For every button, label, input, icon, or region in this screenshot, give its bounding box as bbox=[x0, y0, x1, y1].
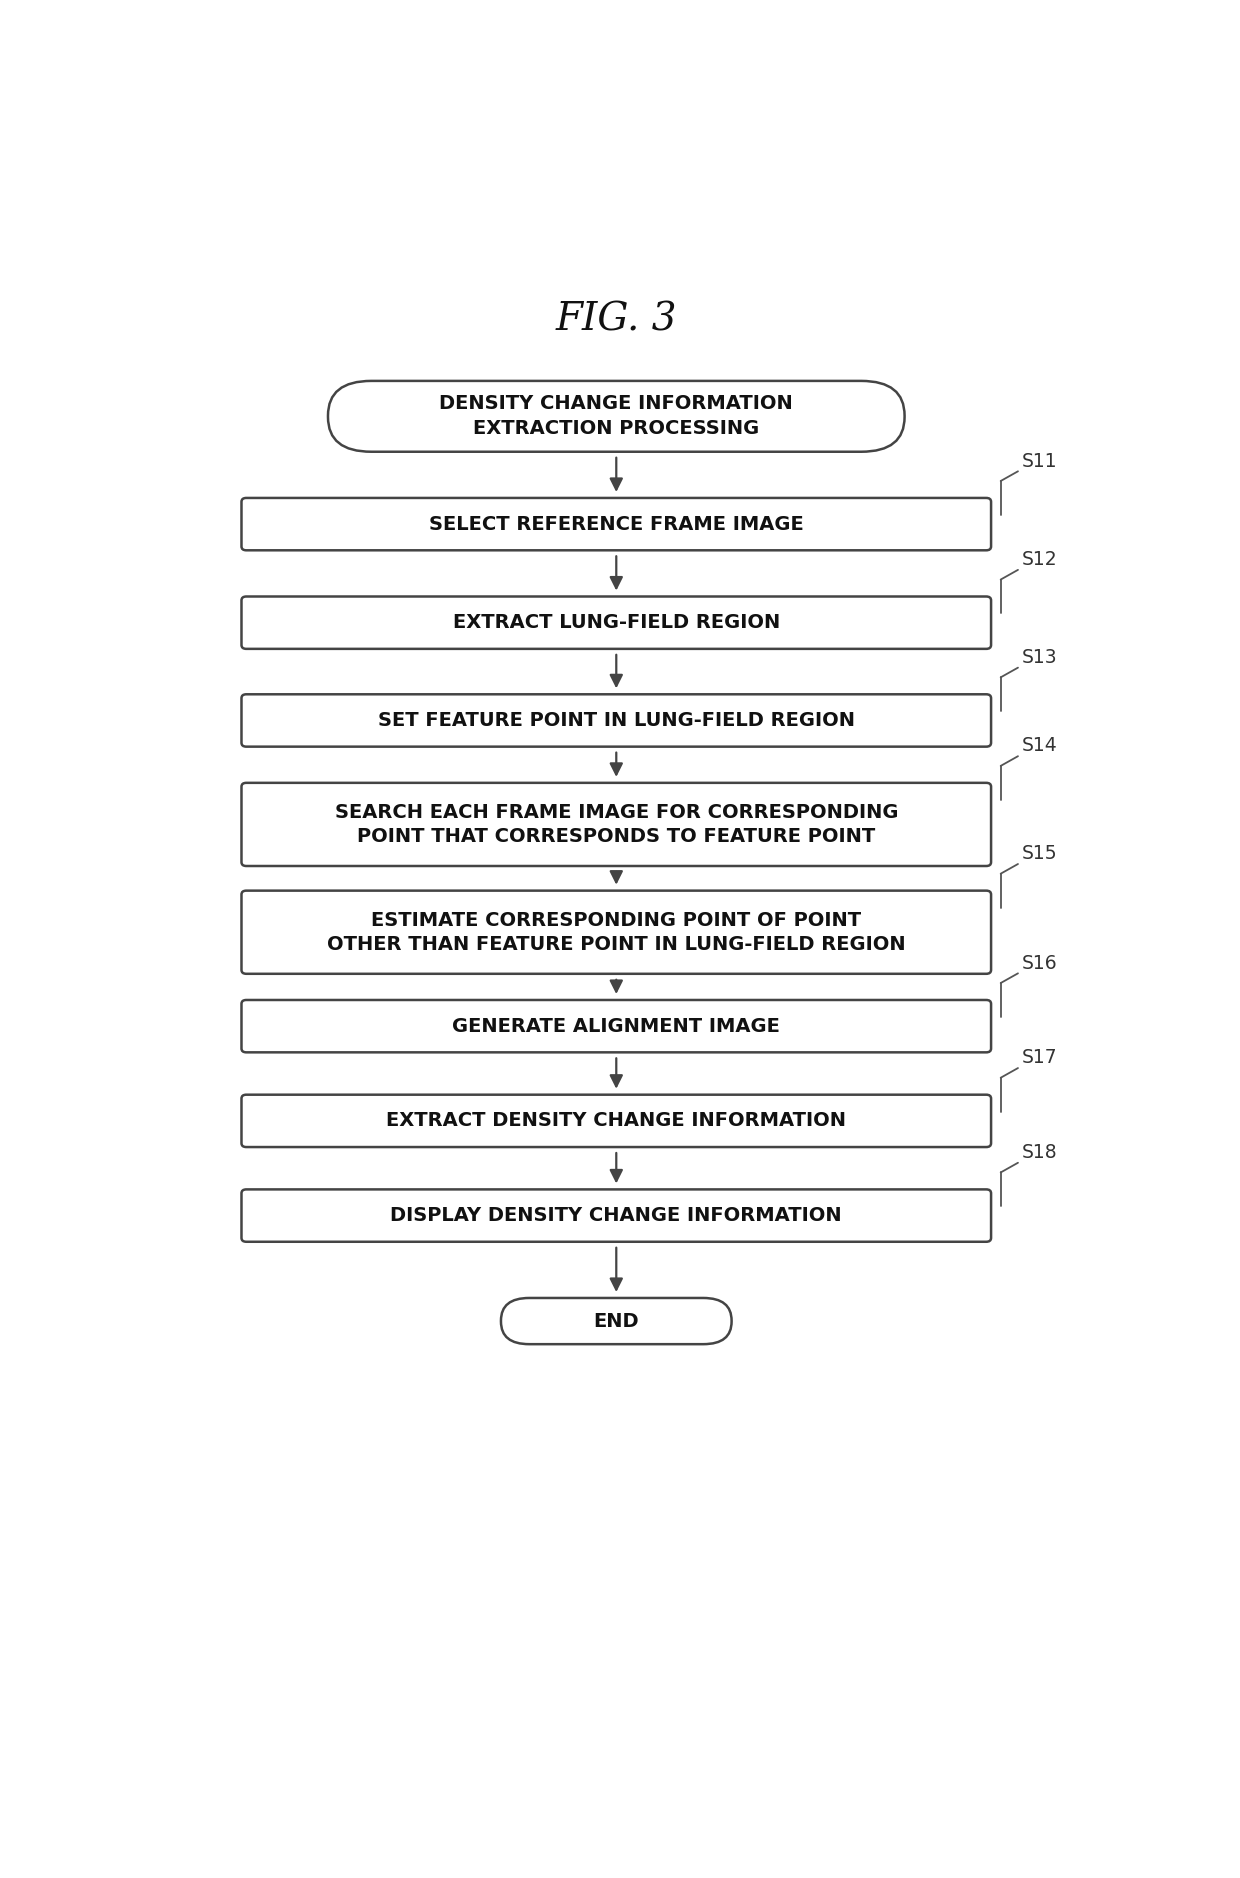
FancyBboxPatch shape bbox=[242, 498, 991, 550]
FancyBboxPatch shape bbox=[242, 597, 991, 650]
Text: EXTRACT DENSITY CHANGE INFORMATION: EXTRACT DENSITY CHANGE INFORMATION bbox=[387, 1112, 846, 1131]
Text: S13: S13 bbox=[1022, 648, 1058, 667]
Text: SELECT REFERENCE FRAME IMAGE: SELECT REFERENCE FRAME IMAGE bbox=[429, 515, 804, 533]
FancyBboxPatch shape bbox=[242, 1095, 991, 1147]
Text: ESTIMATE CORRESPONDING POINT OF POINT
OTHER THAN FEATURE POINT IN LUNG-FIELD REG: ESTIMATE CORRESPONDING POINT OF POINT OT… bbox=[327, 911, 905, 954]
FancyBboxPatch shape bbox=[242, 783, 991, 866]
Text: EXTRACT LUNG-FIELD REGION: EXTRACT LUNG-FIELD REGION bbox=[453, 614, 780, 633]
FancyBboxPatch shape bbox=[242, 890, 991, 975]
Text: SET FEATURE POINT IN LUNG-FIELD REGION: SET FEATURE POINT IN LUNG-FIELD REGION bbox=[378, 712, 854, 731]
FancyBboxPatch shape bbox=[242, 999, 991, 1052]
Text: END: END bbox=[594, 1311, 639, 1332]
FancyBboxPatch shape bbox=[242, 1189, 991, 1241]
Text: SEARCH EACH FRAME IMAGE FOR CORRESPONDING
POINT THAT CORRESPONDS TO FEATURE POIN: SEARCH EACH FRAME IMAGE FOR CORRESPONDIN… bbox=[335, 802, 898, 847]
Text: S12: S12 bbox=[1022, 550, 1058, 569]
Text: S17: S17 bbox=[1022, 1048, 1058, 1067]
FancyBboxPatch shape bbox=[327, 381, 905, 453]
Text: S14: S14 bbox=[1022, 736, 1058, 755]
Text: GENERATE ALIGNMENT IMAGE: GENERATE ALIGNMENT IMAGE bbox=[453, 1016, 780, 1035]
Text: FIG. 3: FIG. 3 bbox=[556, 302, 677, 338]
Text: DENSITY CHANGE INFORMATION
EXTRACTION PROCESSING: DENSITY CHANGE INFORMATION EXTRACTION PR… bbox=[439, 394, 794, 438]
Text: S18: S18 bbox=[1022, 1144, 1058, 1162]
FancyBboxPatch shape bbox=[242, 695, 991, 747]
Text: DISPLAY DENSITY CHANGE INFORMATION: DISPLAY DENSITY CHANGE INFORMATION bbox=[391, 1206, 842, 1224]
FancyBboxPatch shape bbox=[501, 1298, 732, 1345]
Text: S15: S15 bbox=[1022, 845, 1058, 864]
Text: S16: S16 bbox=[1022, 954, 1058, 973]
Text: S11: S11 bbox=[1022, 451, 1058, 471]
